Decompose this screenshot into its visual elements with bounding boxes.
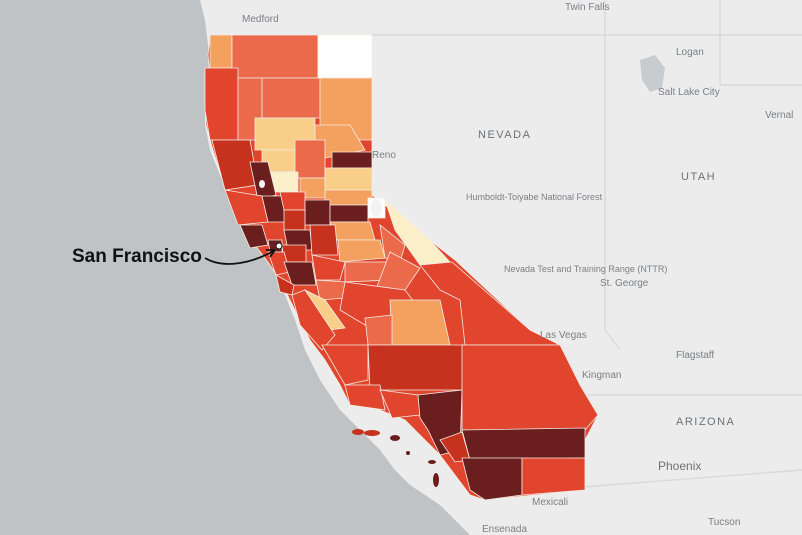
label-logan: Logan bbox=[676, 47, 704, 58]
county-monterey bbox=[291, 289, 336, 351]
county-humboldt bbox=[204, 67, 239, 141]
county-calaveras bbox=[337, 239, 386, 263]
callout-arrow bbox=[204, 249, 276, 265]
county-riverside bbox=[461, 427, 586, 461]
county-yolo bbox=[279, 191, 306, 211]
label-kingman: Kingman bbox=[582, 370, 621, 381]
label-salt-lake-city: Salt Lake City bbox=[658, 87, 720, 98]
label-st-george: St. George bbox=[600, 278, 649, 289]
county-lassen bbox=[319, 77, 373, 141]
county-butte bbox=[294, 139, 326, 179]
county-imperial bbox=[521, 457, 586, 496]
county-modoc bbox=[317, 34, 373, 79]
county-merced bbox=[315, 279, 346, 301]
county-stanislaus bbox=[311, 254, 346, 281]
label-twin-falls: Twin Falls bbox=[565, 2, 609, 13]
san-francisco-callout: San Francisco bbox=[72, 242, 283, 267]
great-salt-lake bbox=[640, 55, 665, 92]
county-marin bbox=[239, 224, 269, 249]
county-tulare bbox=[389, 299, 451, 346]
county-nevada bbox=[324, 167, 373, 191]
county-kern bbox=[367, 344, 466, 391]
san-francisco-marker bbox=[275, 242, 283, 250]
label-flagstaff: Flagstaff bbox=[676, 350, 714, 361]
county-san-diego bbox=[461, 457, 523, 501]
county-san-luis-obispo bbox=[321, 344, 369, 386]
county-del-norte bbox=[209, 34, 233, 69]
county-el-dorado bbox=[329, 204, 369, 223]
county-solano bbox=[283, 209, 306, 231]
label-nttr: Nevada Test and Training Range (NTTR) bbox=[504, 264, 667, 274]
county-kings bbox=[364, 314, 393, 346]
county-amador bbox=[329, 221, 376, 241]
label-mexicali: Mexicali bbox=[532, 497, 568, 508]
county-shasta bbox=[261, 77, 321, 119]
clear-lake bbox=[259, 180, 265, 188]
callout-arrowhead bbox=[266, 249, 276, 258]
label-humboldt-toiyabe: Humboldt-Toiyabe National Forest bbox=[466, 192, 603, 202]
label-reno: Reno bbox=[372, 150, 396, 161]
map-labels: Medford Twin Falls Logan Salt Lake City … bbox=[242, 2, 793, 535]
label-arizona: ARIZONA bbox=[676, 416, 735, 428]
county-sierra bbox=[331, 151, 373, 169]
county-placer bbox=[324, 189, 373, 206]
label-vernal: Vernal bbox=[765, 110, 793, 121]
callout-label: San Francisco bbox=[72, 246, 202, 267]
label-phoenix: Phoenix bbox=[658, 459, 701, 473]
county-santa-clara bbox=[283, 261, 317, 286]
label-ensenada: Ensenada bbox=[482, 524, 527, 535]
county-sacramento bbox=[304, 199, 331, 226]
lake-tahoe bbox=[370, 199, 382, 217]
county-santa-barbara bbox=[344, 384, 386, 411]
county-siskiyou bbox=[231, 34, 319, 79]
label-nevada: NEVADA bbox=[478, 129, 531, 141]
california-counties bbox=[204, 34, 599, 501]
label-medford: Medford bbox=[242, 14, 279, 25]
label-las-vegas: Las Vegas bbox=[540, 330, 587, 341]
label-utah: UTAH bbox=[681, 171, 716, 183]
channel-islands bbox=[352, 429, 439, 487]
county-san-joaquin bbox=[309, 224, 339, 256]
label-tucson: Tucson bbox=[708, 517, 740, 528]
